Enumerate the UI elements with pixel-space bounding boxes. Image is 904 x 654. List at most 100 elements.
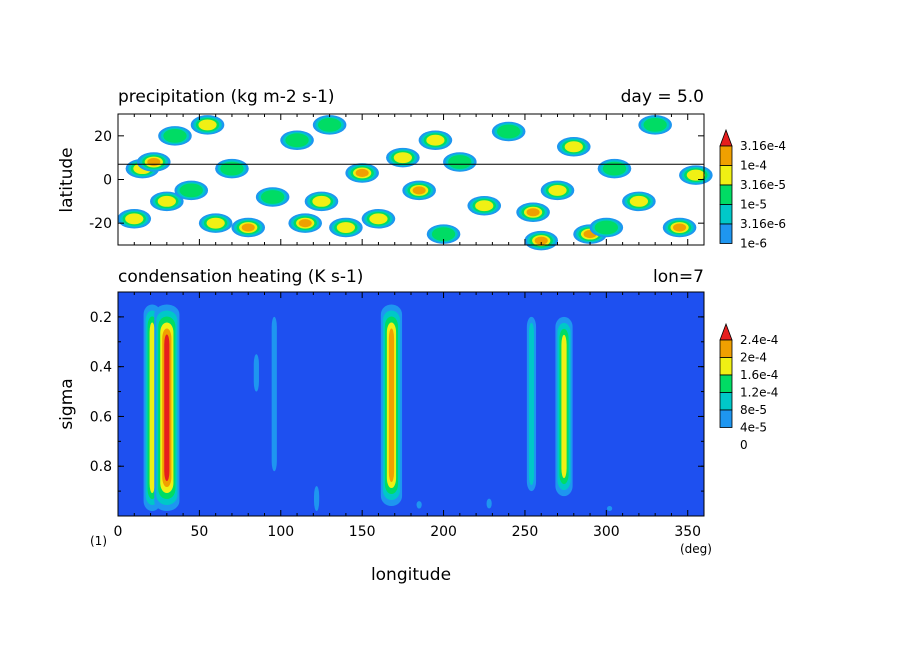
heating-colorbar-swatch [719, 392, 733, 411]
heating-colorbar-swatch [719, 339, 733, 358]
heating-xtick-label: 150 [349, 524, 376, 540]
precip-cell [288, 213, 322, 233]
heating-column [271, 316, 277, 472]
heating-plot-area [118, 292, 704, 516]
precip-colorbar-label: 1e-6 [740, 237, 767, 251]
precip-cell [198, 213, 233, 233]
precip-cell [215, 158, 249, 179]
precip-colorbar-swatch [719, 184, 733, 205]
panel-label: (1) [90, 534, 107, 548]
precip-cell [516, 202, 550, 222]
heating-ytick-label: 0.8 [90, 459, 112, 475]
heating-title: condensation heating (K s-1) [118, 267, 363, 287]
precip-cell [426, 224, 461, 244]
heating-colorbar-label: 4e-5 [740, 421, 767, 435]
precip-cell [231, 217, 266, 238]
heating-colorbar-extend [719, 322, 733, 341]
heating-colorbar-label: 1.6e-4 [740, 368, 778, 382]
precip-y-ticks: 20 0 -20 [89, 114, 705, 245]
heating-xtick-label: 50 [190, 524, 208, 540]
precip-cell [597, 158, 632, 179]
precip-day-label: day = 5.0 [621, 87, 704, 107]
precip-cell [280, 130, 314, 150]
precip-cell [361, 209, 396, 229]
precip-cell [540, 180, 575, 201]
precip-cell [255, 187, 290, 207]
heating-ytick-label: 0.4 [90, 360, 112, 376]
precip-cell [312, 115, 347, 135]
precip-cell [329, 217, 363, 238]
heating-column [253, 354, 259, 392]
heating-colorbar-swatch [719, 357, 733, 376]
heating-column [486, 498, 492, 509]
precip-colorbar-extend [719, 128, 733, 147]
precip-colorbar-label: 3.16e-5 [740, 178, 786, 192]
heating-colorbar: 2.4e-4 2e-4 1.6e-4 1.2e-4 8e-5 4e-5 0 [719, 322, 778, 452]
heating-colorbar-label: 2.4e-4 [740, 333, 778, 347]
heating-xtick-label: 200 [430, 524, 457, 540]
heating-column [154, 304, 180, 512]
heating-ylabel: sigma [57, 378, 77, 429]
precip-cell [662, 217, 697, 238]
heating-background [118, 292, 704, 516]
heating-column [606, 506, 613, 512]
precip-colorbar-label: 1e-5 [740, 198, 767, 212]
heating-y-ticks: 0.2 0.4 0.6 0.8 [90, 291, 704, 517]
precip-ytick-label: 20 [94, 129, 112, 145]
precip-cell [491, 121, 526, 142]
precip-cell [679, 165, 713, 185]
precip-colorbar-swatch [719, 165, 733, 186]
precip-colorbar-label: 3.16e-4 [740, 139, 786, 153]
heating-colorbar-label: 8e-5 [740, 403, 767, 417]
heating-colorbar-label: 1.2e-4 [740, 386, 778, 400]
precip-colorbar-swatch [719, 204, 733, 225]
precip-cell [556, 137, 591, 157]
heating-lon-label: lon=7 [653, 267, 704, 287]
x-unit-label: (deg) [680, 542, 712, 556]
heating-colorbar-label: 0 [740, 438, 748, 452]
heating-colorbar-label: 2e-4 [740, 351, 767, 365]
precip-colorbar: 3.16e-4 1e-4 3.16e-5 1e-5 3.16e-6 1e-6 [719, 128, 786, 251]
heating-x-ticks: 0 50 100 150 200 250 300 350 [114, 292, 705, 540]
heating-xtick-label: 100 [267, 524, 294, 540]
precip-cell [174, 180, 209, 201]
precip-cell [467, 195, 502, 216]
heating-column [555, 316, 573, 497]
precip-cell [402, 180, 436, 201]
heating-colorbar-swatch [719, 409, 733, 428]
precip-title: precipitation (kg m-2 s-1) [118, 87, 335, 107]
precip-ytick-label: -20 [89, 216, 112, 232]
heating-xtick-label: 0 [114, 524, 123, 540]
heating-column [380, 304, 403, 507]
precip-cell [443, 152, 477, 172]
precip-cell [345, 163, 379, 183]
heating-ytick-label: 0.6 [90, 409, 112, 425]
precip-cell [117, 209, 152, 229]
precip-cell [190, 115, 225, 135]
precip-colorbar-label: 1e-4 [740, 159, 767, 173]
precip-cell [304, 191, 339, 212]
precip-cell [150, 191, 184, 212]
precip-cell [622, 191, 656, 212]
heating-column [313, 486, 320, 512]
precip-cell [418, 130, 453, 150]
precip-colorbar-swatch [719, 223, 733, 244]
precip-plot-area [117, 114, 713, 251]
heating-colorbar-swatch [719, 374, 733, 393]
precip-colorbar-swatch [719, 145, 733, 166]
precip-ytick-label: 0 [103, 173, 112, 189]
heating-xlabel: longitude [371, 565, 451, 585]
heating-column [526, 316, 537, 492]
precip-cell [638, 115, 672, 135]
precip-cell [158, 126, 192, 146]
heating-ytick-label: 0.2 [90, 310, 112, 326]
precip-cell [386, 147, 420, 168]
precip-cell [524, 230, 559, 251]
heating-xtick-label: 300 [593, 524, 620, 540]
heating-column [416, 501, 422, 509]
precip-cell [137, 152, 171, 172]
heating-xtick-label: 350 [674, 524, 701, 540]
precip-colorbar-label: 3.16e-6 [740, 217, 786, 231]
heating-xtick-label: 250 [512, 524, 539, 540]
